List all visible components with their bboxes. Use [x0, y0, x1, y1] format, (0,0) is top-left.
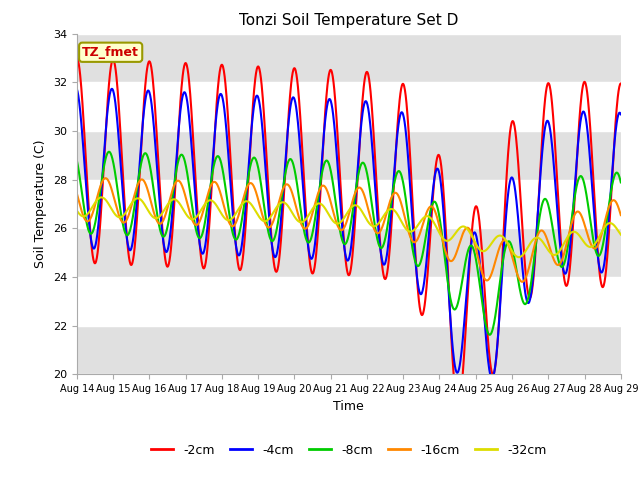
- -16cm: [434, 216, 442, 222]
- -16cm: [505, 242, 513, 248]
- -8cm: [195, 234, 202, 240]
- -32cm: [255, 214, 263, 219]
- -4cm: [194, 224, 202, 230]
- -16cm: [102, 175, 109, 181]
- -4cm: [433, 166, 441, 171]
- -2cm: [180, 62, 188, 68]
- -4cm: [255, 96, 262, 102]
- Title: Tonzi Soil Temperature Set D: Tonzi Soil Temperature Set D: [239, 13, 458, 28]
- -16cm: [181, 192, 189, 197]
- -2cm: [255, 64, 262, 70]
- -32cm: [617, 232, 625, 238]
- Bar: [77, 34, 621, 82]
- -2cm: [73, 55, 81, 61]
- -2cm: [617, 81, 625, 86]
- -8cm: [255, 169, 263, 175]
- Line: -32cm: -32cm: [77, 197, 621, 257]
- -8cm: [505, 239, 513, 244]
- Legend: -2cm, -4cm, -8cm, -16cm, -32cm: -2cm, -4cm, -8cm, -16cm, -32cm: [146, 439, 552, 462]
- -32cm: [97, 194, 105, 200]
- -4cm: [553, 198, 561, 204]
- -16cm: [195, 221, 202, 227]
- -8cm: [486, 332, 493, 337]
- Line: -16cm: -16cm: [77, 178, 621, 282]
- -32cm: [181, 209, 189, 215]
- -2cm: [505, 145, 513, 151]
- -4cm: [488, 376, 496, 382]
- -16cm: [617, 212, 625, 218]
- -4cm: [617, 111, 625, 117]
- Line: -4cm: -4cm: [77, 89, 621, 379]
- -16cm: [518, 279, 526, 285]
- Bar: [77, 131, 621, 180]
- -8cm: [181, 159, 189, 165]
- -8cm: [73, 157, 81, 163]
- -8cm: [434, 204, 442, 210]
- -4cm: [180, 89, 188, 95]
- Text: TZ_fmet: TZ_fmet: [82, 46, 139, 59]
- -8cm: [617, 180, 625, 185]
- Bar: [77, 326, 621, 374]
- -16cm: [255, 200, 263, 205]
- -2cm: [433, 155, 441, 161]
- Line: -2cm: -2cm: [77, 58, 621, 406]
- -32cm: [434, 227, 442, 232]
- Y-axis label: Soil Temperature (C): Soil Temperature (C): [35, 140, 47, 268]
- -32cm: [73, 208, 81, 214]
- -32cm: [515, 254, 523, 260]
- -2cm: [553, 167, 561, 173]
- -2cm: [194, 216, 202, 221]
- -32cm: [195, 212, 202, 217]
- -16cm: [553, 262, 561, 267]
- -8cm: [553, 251, 561, 256]
- -32cm: [505, 242, 513, 248]
- -16cm: [73, 191, 81, 196]
- -32cm: [553, 251, 561, 257]
- -4cm: [505, 187, 513, 193]
- -2cm: [454, 403, 462, 408]
- -8cm: [105, 149, 113, 155]
- Line: -8cm: -8cm: [77, 152, 621, 335]
- X-axis label: Time: Time: [333, 400, 364, 413]
- -4cm: [73, 86, 81, 92]
- Bar: [77, 228, 621, 277]
